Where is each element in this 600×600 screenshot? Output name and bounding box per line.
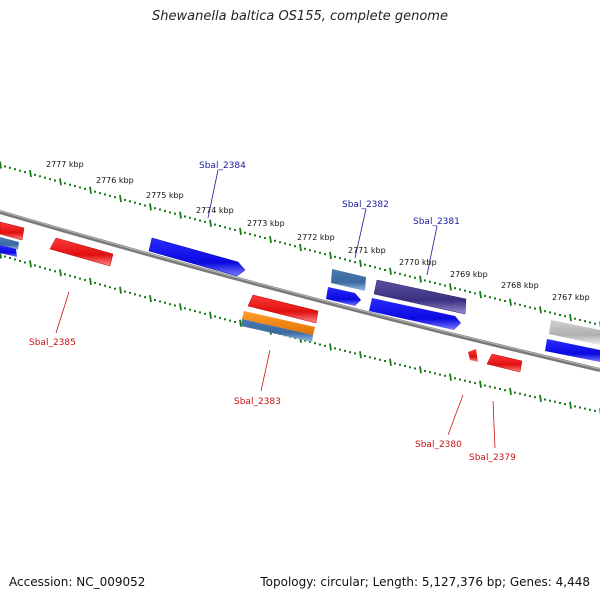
gene-Sbal_2382[interactable] xyxy=(326,287,361,306)
major-tick xyxy=(209,311,212,319)
major-tick xyxy=(149,294,152,303)
genome-backbone-highlight xyxy=(0,210,600,370)
major-tick xyxy=(359,259,362,268)
gene-label-reverse: Sbal_2385 xyxy=(29,338,76,348)
major-tick xyxy=(359,351,362,359)
gene-Sbal_2383[interactable] xyxy=(241,311,315,342)
gene-Sbal_2379[interactable] xyxy=(486,353,523,373)
gene-Sbal_2381[interactable] xyxy=(373,279,467,315)
scale-label: 2777 kbp xyxy=(46,160,84,169)
major-tick xyxy=(0,161,2,169)
major-tick xyxy=(119,194,122,203)
major-tick xyxy=(149,203,152,211)
gene-Sbal_2380[interactable] xyxy=(468,349,478,362)
scale-label: 2768 kbp xyxy=(501,281,539,290)
major-tick xyxy=(419,275,422,283)
gene-Sbal_2385[interactable] xyxy=(49,237,114,267)
major-tick xyxy=(509,298,512,306)
major-tick xyxy=(299,243,302,252)
scale-label: 2767 kbp xyxy=(552,293,590,302)
scale-label: 2775 kbp xyxy=(146,191,184,200)
major-tick xyxy=(119,286,122,294)
major-tick xyxy=(179,303,182,311)
major-tick xyxy=(29,169,32,178)
genome-backbone xyxy=(0,210,600,372)
gene-Sbal_2384[interactable] xyxy=(148,237,246,277)
major-tick xyxy=(329,343,332,351)
major-tick xyxy=(539,306,542,314)
gene-label-reverse: Sbal_2379 xyxy=(469,453,516,463)
major-tick xyxy=(209,219,212,227)
gene-right-gray[interactable] xyxy=(549,320,600,345)
major-tick xyxy=(179,211,182,219)
major-tick xyxy=(419,366,422,374)
major-tick xyxy=(89,186,92,194)
scale-label: 2769 kbp xyxy=(450,270,488,279)
major-tick xyxy=(269,235,272,244)
major-tick xyxy=(59,269,62,277)
scale-label: 2772 kbp xyxy=(297,233,335,242)
major-tick xyxy=(29,260,32,268)
gene-right-blue[interactable] xyxy=(545,339,600,362)
major-tick xyxy=(89,277,92,286)
gene-Sbal_2383-red[interactable] xyxy=(247,294,319,324)
major-tick xyxy=(389,358,392,366)
gene-steel-2382[interactable] xyxy=(331,269,366,291)
major-tick xyxy=(329,251,332,260)
gene-left-blue[interactable] xyxy=(0,245,17,257)
major-tick xyxy=(509,387,512,396)
map-title: Shewanella baltica OS155, complete genom… xyxy=(152,9,448,24)
gene-label-reverse: Sbal_2383 xyxy=(234,397,281,407)
accession-text: Accession: NC_009052 xyxy=(9,575,146,589)
major-tick xyxy=(479,290,482,299)
scale-label: 2771 kbp xyxy=(348,246,386,255)
genome-summary: Topology: circular; Length: 5,127,376 bp… xyxy=(260,575,590,589)
major-tick xyxy=(539,394,542,403)
gene-label-forward: Sbal_2382 xyxy=(342,200,389,210)
scale-labels: 2777 kbp 2776 kbp 2775 kbp 2774 kbp 2773… xyxy=(46,160,590,302)
major-tick xyxy=(449,283,452,291)
major-tick xyxy=(59,178,62,186)
gene-label-forward: Sbal_2384 xyxy=(199,161,246,171)
major-tick xyxy=(569,401,572,409)
gene-forward-blue-2[interactable] xyxy=(369,298,461,330)
major-tick xyxy=(449,373,452,381)
leader-lines xyxy=(55,169,496,449)
gene-label-forward: Sbal_2381 xyxy=(413,217,460,227)
scale-label: 2776 kbp xyxy=(96,176,134,185)
major-tick xyxy=(569,313,572,322)
major-tick xyxy=(389,267,392,275)
gene-left-red[interactable] xyxy=(0,221,25,241)
scale-label: 2774 kbp xyxy=(196,206,234,215)
major-tick xyxy=(479,380,482,388)
gene-left-steel[interactable] xyxy=(0,237,19,250)
gene-label-reverse: Sbal_2380 xyxy=(415,440,462,450)
scale-label: 2773 kbp xyxy=(247,219,285,228)
scale-label: 2770 kbp xyxy=(399,258,437,267)
major-tick xyxy=(239,319,242,327)
major-tick xyxy=(239,227,242,236)
